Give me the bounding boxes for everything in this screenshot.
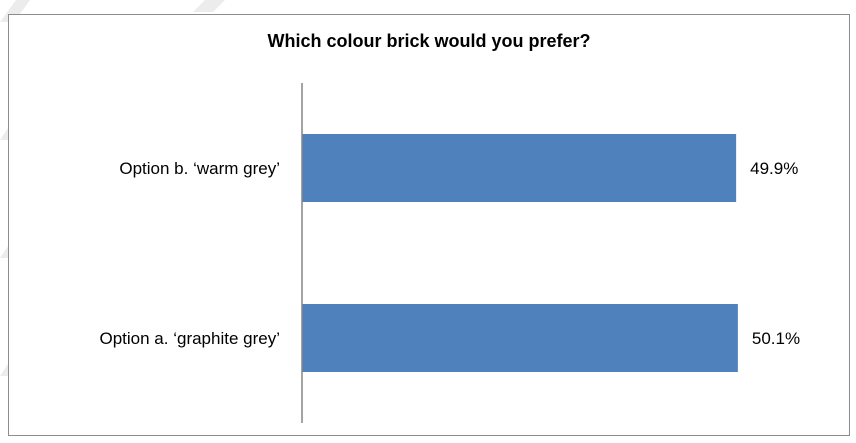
data-label: 50.1%	[752, 329, 800, 348]
watermark-stripe	[193, 0, 225, 12]
chart-frame: Which colour brick would you prefer? Opt…	[8, 14, 850, 436]
category-label: Option a. ‘graphite grey’	[100, 329, 281, 348]
bar	[302, 134, 737, 202]
category-label: Option b. ‘warm grey’	[119, 159, 280, 178]
bar-chart-plot: Option b. ‘warm grey’ 49.9% Option a. ‘gra…	[100, 83, 800, 423]
bar	[302, 304, 738, 372]
data-label: 49.9%	[750, 159, 798, 178]
chart-title: Which colour brick would you prefer?	[267, 31, 591, 51]
